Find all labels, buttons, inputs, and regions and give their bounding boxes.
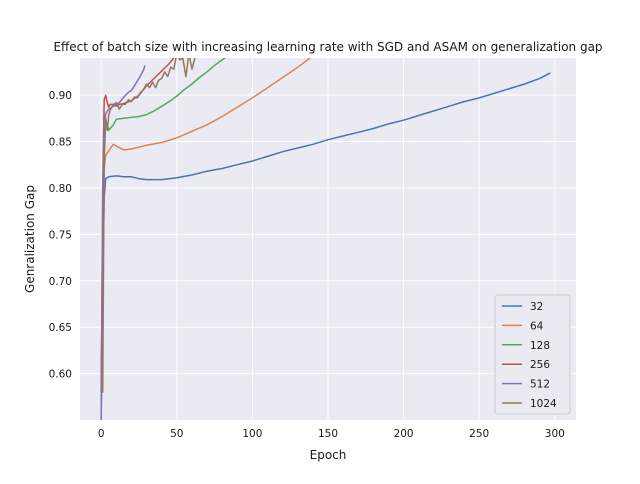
y-axis-label: Genralization Gap	[23, 185, 37, 293]
legend-label-1024: 1024	[530, 398, 557, 410]
legend-label-256: 256	[530, 359, 550, 371]
y-tick-label: 0.85	[49, 137, 72, 149]
x-tick-label: 200	[394, 428, 414, 440]
legend-label-64: 64	[530, 320, 544, 332]
y-tick-label: 0.60	[49, 369, 72, 381]
grid	[80, 58, 576, 420]
legend: 32 64 128 256 512 1024	[494, 294, 571, 415]
x-tick-label: 50	[170, 428, 183, 440]
legend-label-128: 128	[530, 340, 550, 352]
legend-label-32: 32	[530, 301, 543, 313]
series-line-1024	[101, 58, 196, 393]
x-tick-label: 300	[545, 428, 565, 440]
legend-label-512: 512	[530, 379, 550, 391]
series-line-512	[100, 65, 146, 420]
x-tick-label: 100	[242, 428, 262, 440]
x-tick-label: 0	[98, 428, 105, 440]
tick-labels: 0 50 100 150 200 250 300 0.60 0.65 0.70 0.75 0.80 0.…	[49, 90, 565, 440]
y-tick-label: 0.75	[49, 229, 72, 241]
series-lines	[100, 58, 551, 420]
x-tick-label: 150	[318, 428, 338, 440]
y-tick-label: 0.80	[49, 183, 72, 195]
y-tick-label: 0.90	[49, 90, 72, 102]
series-line-32	[100, 72, 551, 420]
y-tick-label: 0.65	[49, 322, 72, 334]
series-line-64	[100, 58, 311, 393]
x-tick-label: 250	[469, 428, 489, 440]
x-axis-label: Epoch	[310, 448, 347, 462]
chart-title: Effect of batch size with increasing lea…	[53, 40, 602, 54]
y-tick-label: 0.70	[49, 276, 72, 288]
